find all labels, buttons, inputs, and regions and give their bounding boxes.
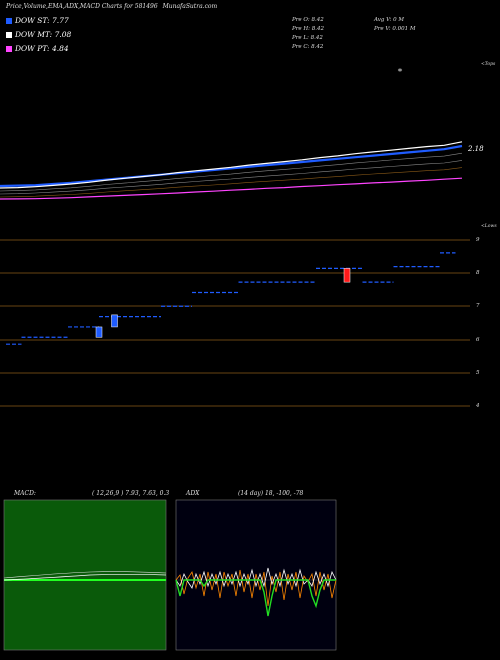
macd-params: ( 12,26,9 ) 7.93, 7.63, 0.3 [92,490,170,497]
ema-line-0 [0,144,463,188]
legend-swatch-pt [6,45,12,52]
chart-title: Price,Volume,EMA,ADX,MACD Charts for 581… [6,3,158,10]
macd-histogram-band [4,579,166,581]
macd-signal-line [3,573,167,581]
adx-params: (14 day) 18, -100, -78 [238,490,304,497]
adx-minus-di-line [175,569,337,607]
price-tick-6: 6 [476,337,480,343]
info-pre-volume: Pre V: 0.001 M [374,26,416,32]
ema-envelope-2 [0,167,463,198]
adx-line [175,579,336,617]
ema-panel [0,68,463,200]
adx-plus-di-line [175,567,337,589]
price-tick-7: 7 [476,303,480,309]
legend-swatch-mt [6,31,12,38]
legend-item-dow-mt: DOW MT: 7.08 [6,30,71,39]
price-candle-1 [111,314,118,328]
star-icon [397,68,403,72]
macd-line [3,571,167,579]
macd-panel [3,499,167,651]
legend-label-st: DOW ST: 7.77 [15,16,69,25]
ema-envelope-1 [0,160,463,195]
site-name: MunafaSutra.com [162,3,218,10]
legend-swatch-st [6,17,12,24]
price-candle-2 [343,268,351,283]
legend-item-dow-pt: DOW PT: 4.84 [6,44,69,53]
info-avg-volume: Avg V: 0 M [374,17,405,23]
macd-title: MACD: [14,490,36,497]
chart-header: Price,Volume,EMA,ADX,MACD Charts for 581… [6,3,217,10]
tops-label: <Tops [481,62,496,67]
legend-item-dow-st: DOW ST: 7.77 [6,16,69,25]
ema-last-label: 2.18 [468,145,484,153]
info-pre-high: Pre H: 8.42 [292,26,324,32]
price-tick-4: 4 [476,403,480,409]
price-candle-0 [95,326,103,338]
ema-line-2 [0,177,463,200]
ema-envelope-0 [0,152,463,192]
legend-label-pt: DOW PT: 4.84 [15,44,69,53]
price-tick-8: 8 [476,270,480,276]
info-pre-open: Pre O: 8.42 [292,17,324,23]
ema-line-1 [0,141,463,189]
price-panel [0,239,470,407]
price-tick-9: 9 [476,237,480,243]
adx-panel [175,499,337,651]
price-tick-5: 5 [476,370,480,376]
lows-label: <Lows [481,224,497,229]
adx-title: ADX [186,490,200,497]
info-pre-low: Pre L: 8.42 [292,35,323,41]
info-pre-close: Pre C: 8.42 [292,44,324,50]
legend-label-mt: DOW MT: 7.08 [15,30,72,39]
